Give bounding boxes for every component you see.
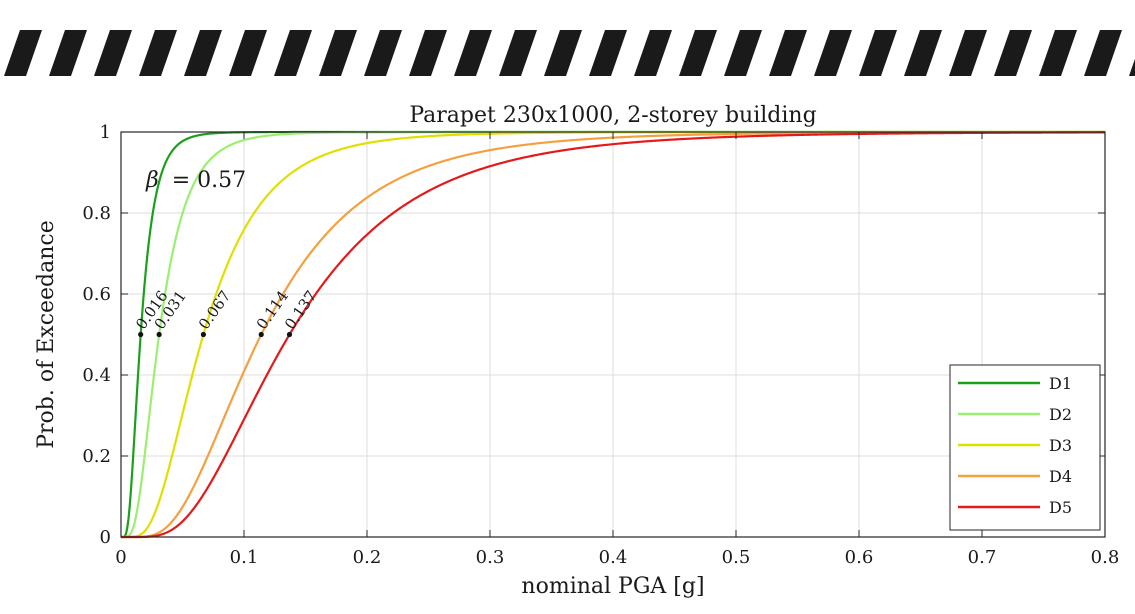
- y-tick-label: 0: [100, 527, 111, 548]
- header-stripe-band: [4, 30, 1135, 76]
- legend: D1 D2 D3 D4 D5: [949, 364, 1101, 531]
- header-stripe: [1039, 30, 1077, 76]
- header-stripe: [49, 30, 87, 76]
- header-stripe: [769, 30, 807, 76]
- x-tick-label: 0.3: [476, 547, 505, 568]
- x-tick-label: 0.4: [599, 547, 628, 568]
- legend-label-d1: D1: [1049, 374, 1072, 393]
- header-stripe: [1084, 30, 1122, 76]
- median-point-d2: [156, 331, 162, 338]
- header-stripe: [634, 30, 672, 76]
- header-stripe: [454, 30, 492, 76]
- header-stripe: [544, 30, 582, 76]
- median-point-d3: [200, 331, 207, 338]
- header-stripe: [994, 30, 1032, 76]
- beta-value-label: = 0.57: [172, 168, 246, 193]
- y-tick-label: 0.4: [82, 365, 111, 386]
- header-stripe: [94, 30, 132, 76]
- x-tick-label: 0.8: [1091, 547, 1120, 568]
- header-stripe: [274, 30, 312, 76]
- median-point-d1: [138, 331, 144, 338]
- legend-label-d2: D2: [1049, 405, 1072, 424]
- header-stripe: [679, 30, 717, 76]
- header-stripe: [229, 30, 267, 76]
- header-stripe: [139, 30, 177, 76]
- median-point-d4: [258, 331, 264, 338]
- x-tick-label: 0.6: [845, 547, 874, 568]
- x-tick-label: 0.7: [968, 547, 997, 568]
- series-line-d5: [121, 131, 1105, 539]
- header-stripe: [904, 30, 942, 76]
- header-stripe: [184, 30, 222, 76]
- chart-title: Parapet 230x1000, 2-storey building: [409, 103, 816, 128]
- median-point-d5: [286, 331, 293, 338]
- y-axis-label: Prob. of Exceedance: [34, 220, 59, 449]
- header-stripe: [859, 30, 897, 76]
- header-stripe: [724, 30, 762, 76]
- beta-annotation: β = 0.57: [145, 168, 246, 193]
- y-tick-label: 1: [100, 122, 111, 143]
- y-tick-label: 0.8: [82, 203, 111, 224]
- header-stripe: [589, 30, 627, 76]
- header-stripe: [499, 30, 537, 76]
- y-tick-label: 0.6: [82, 284, 111, 305]
- header-stripe: [949, 30, 987, 76]
- header-stripe: [319, 30, 357, 76]
- x-tick-label: 0.1: [230, 547, 259, 568]
- header-stripe: [364, 30, 402, 76]
- x-axis-label: nominal PGA [g]: [521, 574, 704, 599]
- y-tick-label: 0.2: [82, 446, 111, 467]
- header-stripe: [1129, 58, 1135, 76]
- legend-label-d5: D5: [1049, 498, 1072, 517]
- beta-symbol: β: [145, 168, 159, 193]
- header-stripe: [4, 30, 42, 76]
- axis-ticks: 0 0.1 0.2 0.3 0.4 0.5 0.6 0.7 0.8 0 0.2 0.4 0.6 0.8 1: [82, 122, 1119, 568]
- header-stripe: [409, 30, 447, 76]
- x-tick-label: 0: [115, 547, 126, 568]
- legend-label-d3: D3: [1049, 436, 1072, 455]
- legend-label-d4: D4: [1049, 467, 1072, 486]
- x-tick-label: 0.5: [722, 547, 751, 568]
- header-stripe: [814, 30, 852, 76]
- legend-box: [949, 364, 1101, 531]
- x-tick-label: 0.2: [353, 547, 382, 568]
